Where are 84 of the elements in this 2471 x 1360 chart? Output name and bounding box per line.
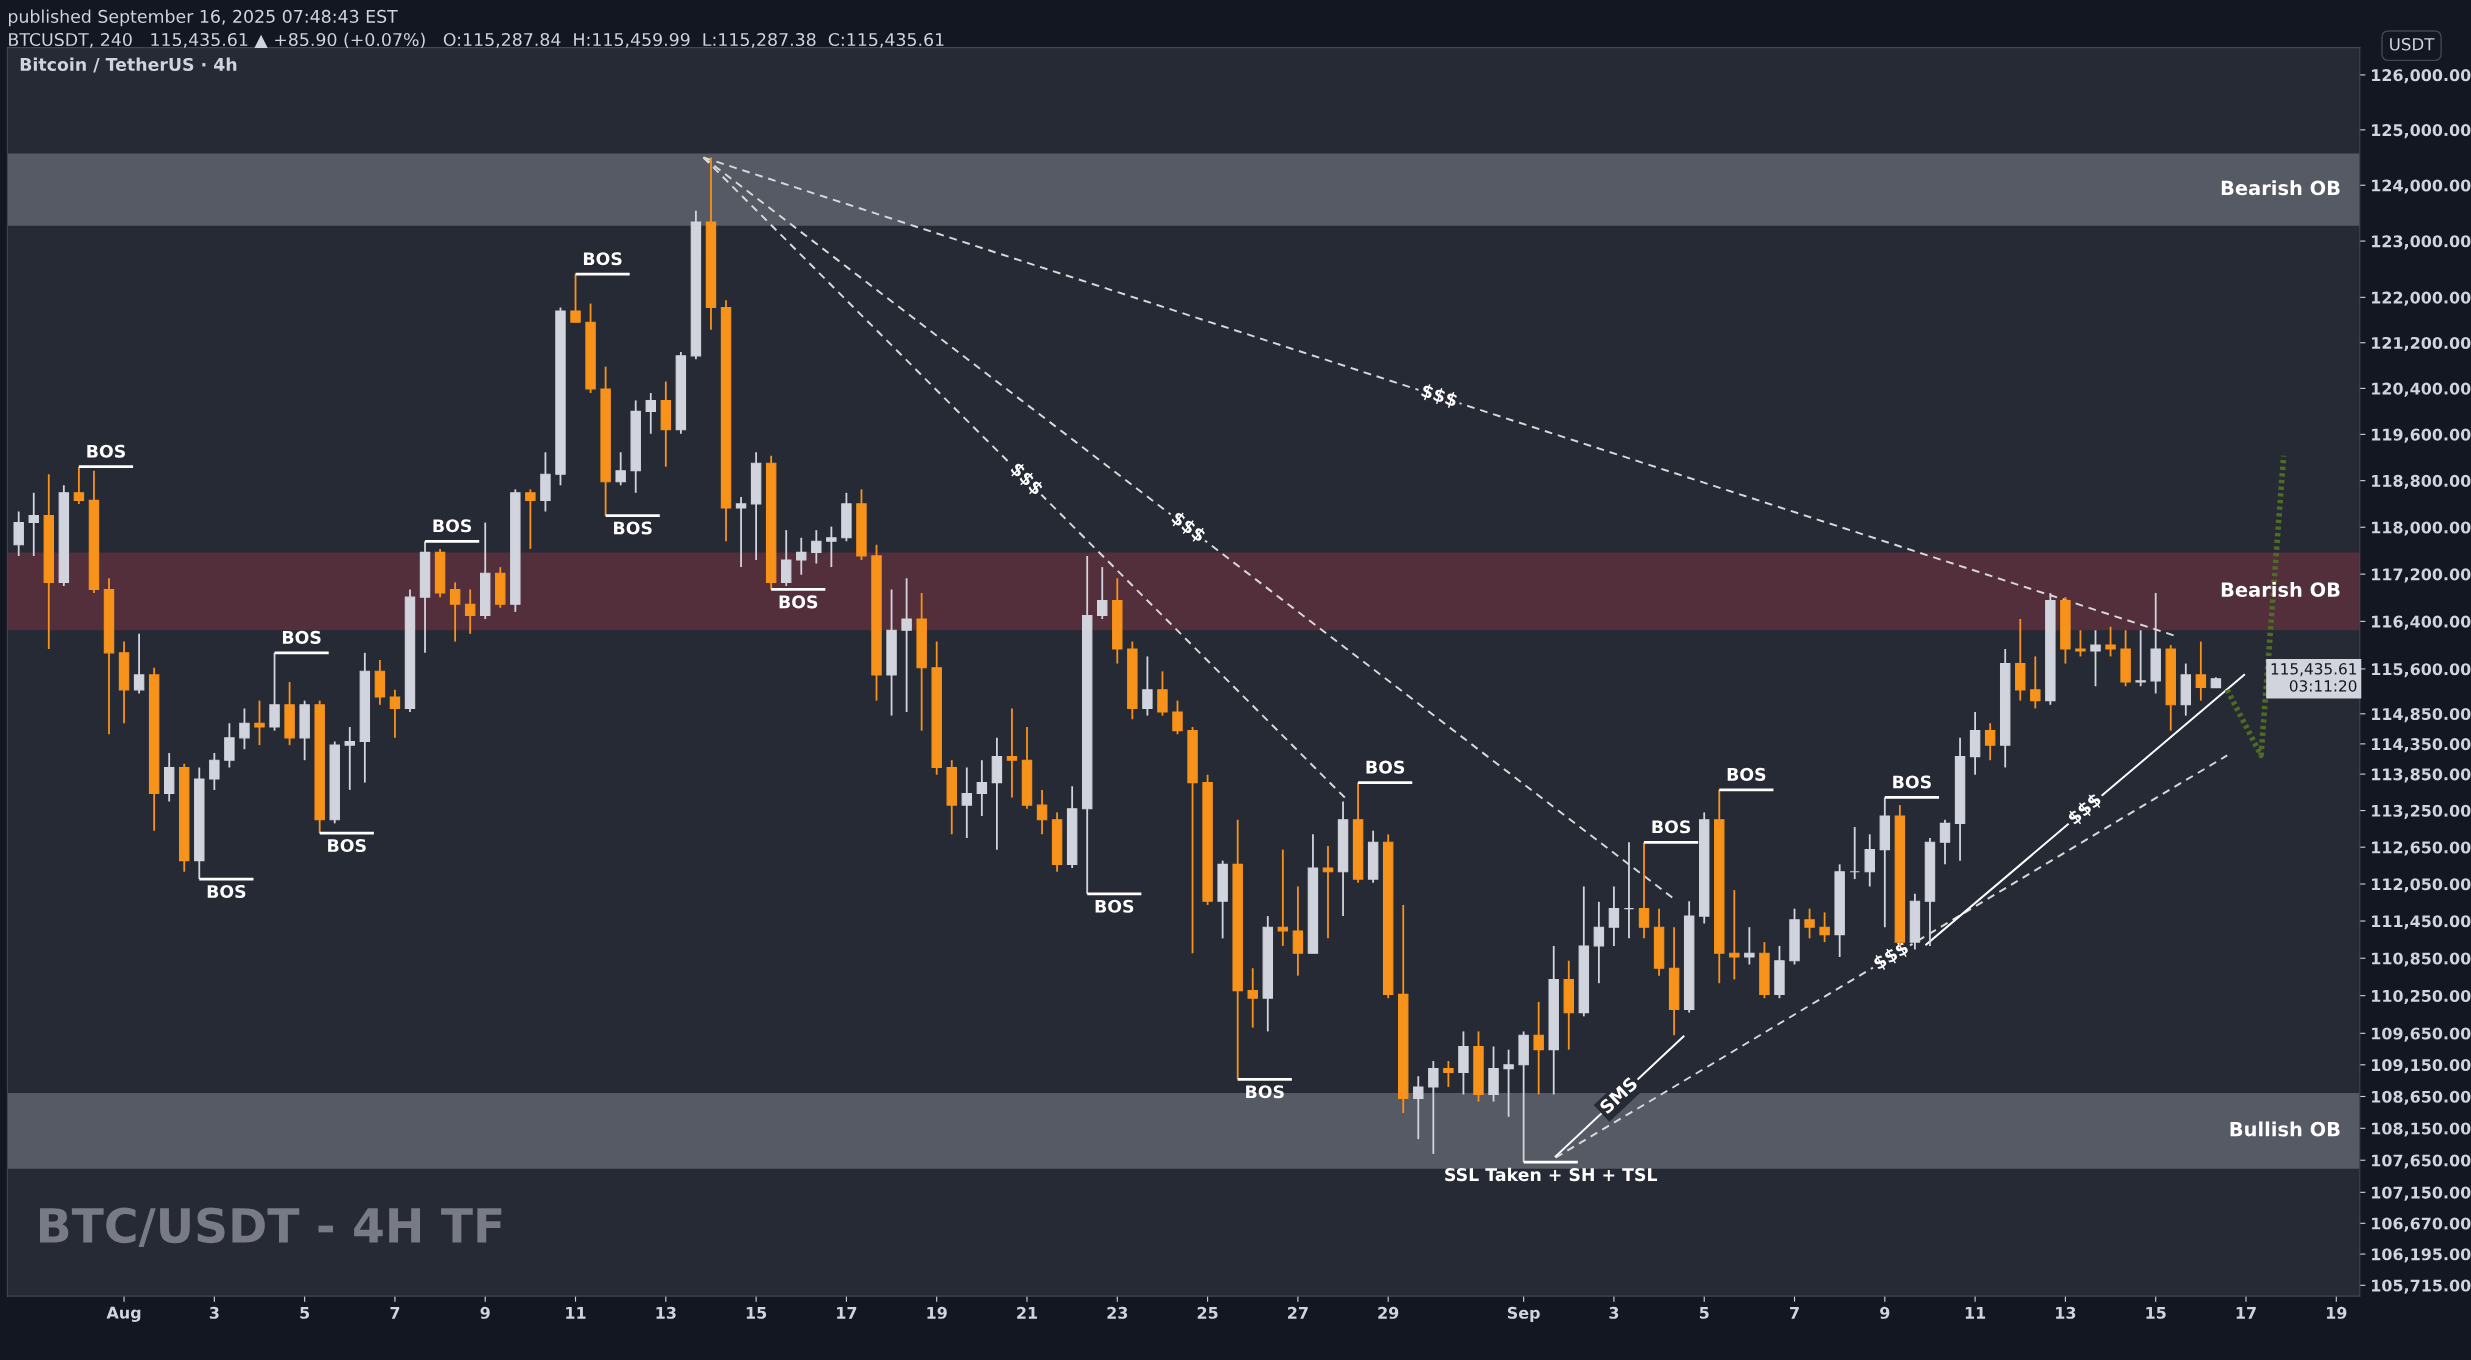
y-tick-label: 110,250.00 [2372, 989, 2471, 1005]
y-tick-label: 115,600.00 [2372, 663, 2471, 678]
annotation: BOS [1652, 820, 1691, 834]
x-tick-label: 3 [1609, 1306, 1619, 1319]
y-tick-label: 118,000.00 [2372, 521, 2471, 536]
y-tick-label: 109,650.00 [2372, 1027, 2471, 1042]
annotation: BOS [1366, 760, 1405, 774]
y-tick-label: 113,850.00 [2372, 768, 2471, 783]
x-tick-label: 17 [837, 1306, 857, 1319]
annotation: BOS [1095, 899, 1134, 913]
x-tick-label: 19 [927, 1306, 947, 1319]
x-tick-label: 7 [390, 1306, 400, 1319]
y-tick-label: 125,000.00 [2372, 124, 2471, 139]
text: Bitcoin / TetherUS · 4h [20, 57, 237, 73]
x-tick-label: 25 [1197, 1306, 1218, 1319]
x-tick-label: 11 [566, 1306, 586, 1319]
annotation: BOS [1727, 767, 1766, 781]
x-tick-label: 11 [1965, 1306, 1986, 1319]
y-tick-label: 112,050.00 [2372, 878, 2471, 893]
annotation: BOS [87, 444, 125, 458]
band-label: Bearish OB [2221, 581, 2340, 597]
y-tick-label: 123,000.00 [2372, 235, 2471, 250]
annotation: BOS [779, 595, 818, 609]
y-tick-label: 105,715.00 [2372, 1279, 2471, 1294]
x-tick-label: 5 [300, 1306, 310, 1319]
y-tick-label: 120,400.00 [2372, 382, 2471, 397]
x-tick-label: 3 [209, 1306, 219, 1319]
annotation: BOS [207, 884, 246, 899]
y-tick-label: 108,150.00 [2372, 1122, 2471, 1137]
x-tick-label: 5 [1699, 1306, 1709, 1319]
x-tick-label: 13 [656, 1306, 676, 1319]
y-tick-label: 110,850.00 [2372, 952, 2471, 967]
y-axis-title: USDT [2390, 37, 2435, 51]
y-tick-label: 124,000.00 [2372, 179, 2471, 194]
annotation: BOS [282, 630, 321, 644]
annotation: BOS [1893, 775, 1931, 789]
annotation: BOS [614, 521, 652, 535]
annotation: SSL Taken + SH + TSL [1445, 1167, 1658, 1182]
x-tick-label: 15 [746, 1306, 767, 1319]
y-tick-label: 108,650.00 [2372, 1090, 2471, 1105]
annotation: BTC/USDT - 4H TF [39, 1207, 502, 1247]
band-label: Bearish OB [2221, 180, 2340, 196]
y-tick-label: 107,150.00 [2372, 1186, 2471, 1201]
x-tick-label: 9 [1880, 1306, 1890, 1319]
y-tick-label: 118,800.00 [2372, 474, 2471, 489]
annotation: BOS [1246, 1085, 1284, 1099]
y-tick-label: 114,850.00 [2372, 708, 2471, 723]
y-tick-label: 116,400.00 [2372, 615, 2471, 630]
annotation: BOS [583, 252, 622, 266]
text: $$$ [1169, 510, 1208, 545]
x-tick-label: Aug [106, 1306, 141, 1322]
x-tick-label: Sep [1507, 1306, 1540, 1322]
x-tick-label: 13 [2056, 1306, 2076, 1319]
band-label: Bullish OB [2230, 1121, 2340, 1137]
y-tick-label: 109,150.00 [2372, 1059, 2471, 1074]
x-tick-label: 21 [1017, 1306, 1038, 1319]
x-tick-label: 27 [1288, 1306, 1308, 1319]
text: published September 16, 2025 07:48:43 EST [8, 9, 398, 27]
y-tick-label: 107,650.00 [2372, 1154, 2471, 1169]
y-tick-label: 111,450.00 [2372, 915, 2471, 930]
text: $$$ [1871, 939, 1911, 973]
y-tick-label: 113,250.00 [2372, 804, 2471, 819]
y-tick-label: 119,600.00 [2372, 428, 2471, 443]
annotation: BTCUSDT, 240 115,435.61 ▲ +85.90 (+0.07%) O:115,287.84 H:115,459.99 L:115,287.38 C:115,435.61 [9, 32, 944, 49]
annotation: BOS [328, 838, 366, 853]
annotation: BOS [433, 519, 472, 533]
x-tick-label: 29 [1378, 1306, 1399, 1319]
y-tick-label: 117,200.00 [2372, 568, 2471, 583]
annotation: 115,435.61 03:11:20 [2271, 663, 2357, 692]
y-tick-label: 106,670.00 [2372, 1217, 2471, 1232]
y-tick-label: 122,000.00 [2372, 291, 2471, 306]
x-tick-label: 19 [2326, 1306, 2347, 1319]
x-tick-label: 23 [1107, 1306, 1128, 1319]
x-tick-label: 9 [480, 1306, 490, 1319]
y-tick-label: 126,000.00 [2372, 69, 2471, 84]
x-tick-label: 15 [2146, 1306, 2166, 1319]
x-tick-label: 7 [1790, 1306, 1799, 1319]
text: $$$ [1420, 382, 1459, 410]
y-tick-label: 121,200.00 [2372, 336, 2471, 352]
x-tick-label: 17 [2236, 1306, 2256, 1319]
y-tick-label: 114,350.00 [2372, 738, 2471, 753]
y-tick-label: 112,650.00 [2372, 841, 2471, 856]
text: $$$ [2066, 791, 2104, 827]
y-tick-label: 106,195.00 [2372, 1248, 2471, 1263]
